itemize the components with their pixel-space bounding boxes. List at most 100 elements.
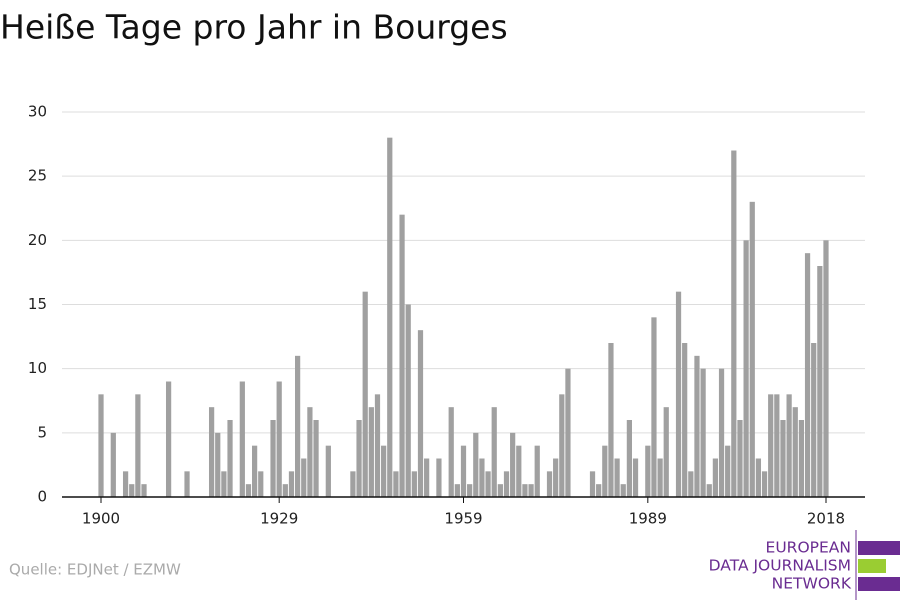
y-tick-label: 25 — [28, 167, 47, 185]
logo-bar — [858, 559, 886, 573]
bar — [589, 471, 596, 497]
bar — [282, 484, 288, 497]
bar — [731, 150, 737, 497]
bar — [768, 394, 774, 497]
bar — [448, 407, 454, 497]
bar — [817, 266, 823, 497]
bar — [737, 420, 743, 497]
bar — [749, 201, 755, 498]
bar — [614, 458, 620, 497]
y-tick-label: 0 — [37, 488, 47, 506]
bar — [221, 471, 227, 497]
bar — [258, 471, 264, 497]
bar — [675, 291, 682, 497]
bar — [485, 471, 491, 497]
bar — [325, 445, 331, 497]
bar — [620, 484, 626, 497]
bar — [546, 471, 553, 497]
bar — [663, 407, 669, 497]
bar — [129, 484, 135, 497]
bar — [473, 432, 479, 497]
bar — [122, 471, 129, 497]
bar — [356, 420, 362, 497]
bar — [417, 330, 424, 497]
bar — [682, 343, 688, 497]
bar — [165, 381, 172, 497]
bar — [694, 355, 700, 497]
bar — [725, 445, 731, 497]
bar — [528, 484, 534, 497]
bar — [774, 394, 780, 497]
bar — [780, 420, 786, 497]
logo-text: EUROPEAN — [766, 539, 851, 557]
bar — [743, 240, 749, 498]
bar — [135, 394, 141, 497]
x-tick-label: 1900 — [82, 510, 120, 528]
bar — [657, 458, 663, 497]
bar — [645, 445, 651, 497]
bar — [651, 317, 657, 497]
bar — [350, 471, 356, 497]
bar — [467, 484, 473, 497]
bar — [522, 484, 528, 497]
bar — [626, 420, 632, 497]
bar — [700, 368, 706, 497]
bar — [215, 432, 221, 497]
y-tick-label: 15 — [28, 295, 47, 313]
bar — [405, 304, 411, 497]
bar — [553, 458, 559, 497]
bar — [823, 240, 829, 498]
bar — [565, 368, 571, 497]
bar — [436, 458, 442, 497]
bar — [313, 420, 319, 497]
bar — [755, 458, 762, 497]
bar — [559, 394, 565, 497]
bar — [411, 471, 417, 497]
bar — [245, 484, 252, 497]
bar — [503, 471, 510, 497]
bar — [798, 420, 805, 497]
y-tick-label: 30 — [28, 103, 47, 121]
y-tick-label: 10 — [28, 359, 47, 377]
bar — [251, 445, 258, 497]
source: Quelle: EDJNet / EZMW — [9, 561, 181, 579]
bar — [424, 458, 430, 497]
logo-bar — [858, 541, 900, 555]
bar — [718, 368, 725, 497]
bar — [534, 445, 540, 497]
bar — [792, 407, 798, 497]
bar — [288, 471, 295, 497]
bar — [454, 484, 460, 497]
x-tick-label: 1929 — [260, 510, 298, 528]
bar — [270, 420, 276, 497]
bar — [368, 407, 374, 497]
y-tick-label: 5 — [37, 423, 47, 441]
bar — [307, 407, 313, 497]
bar — [381, 445, 387, 497]
bar — [208, 407, 215, 497]
bar — [393, 471, 399, 497]
bar — [362, 291, 368, 497]
logo-bar — [858, 577, 900, 591]
bar — [98, 394, 104, 497]
bar — [632, 458, 639, 497]
bar — [227, 420, 233, 497]
bar — [608, 343, 614, 497]
bar — [761, 471, 768, 497]
bar — [239, 381, 245, 497]
bar — [387, 137, 393, 497]
bar — [804, 253, 811, 497]
logo-text: NETWORK — [772, 575, 852, 593]
bar — [811, 343, 817, 497]
bar — [184, 471, 190, 497]
x-tick-label: 1959 — [444, 510, 482, 528]
bar — [141, 484, 147, 497]
bar — [399, 214, 405, 497]
bar — [491, 407, 497, 497]
bar — [602, 445, 608, 497]
bar — [110, 432, 116, 497]
bar — [516, 445, 522, 497]
x-tick-label: 2018 — [807, 510, 845, 528]
bar — [295, 355, 301, 497]
